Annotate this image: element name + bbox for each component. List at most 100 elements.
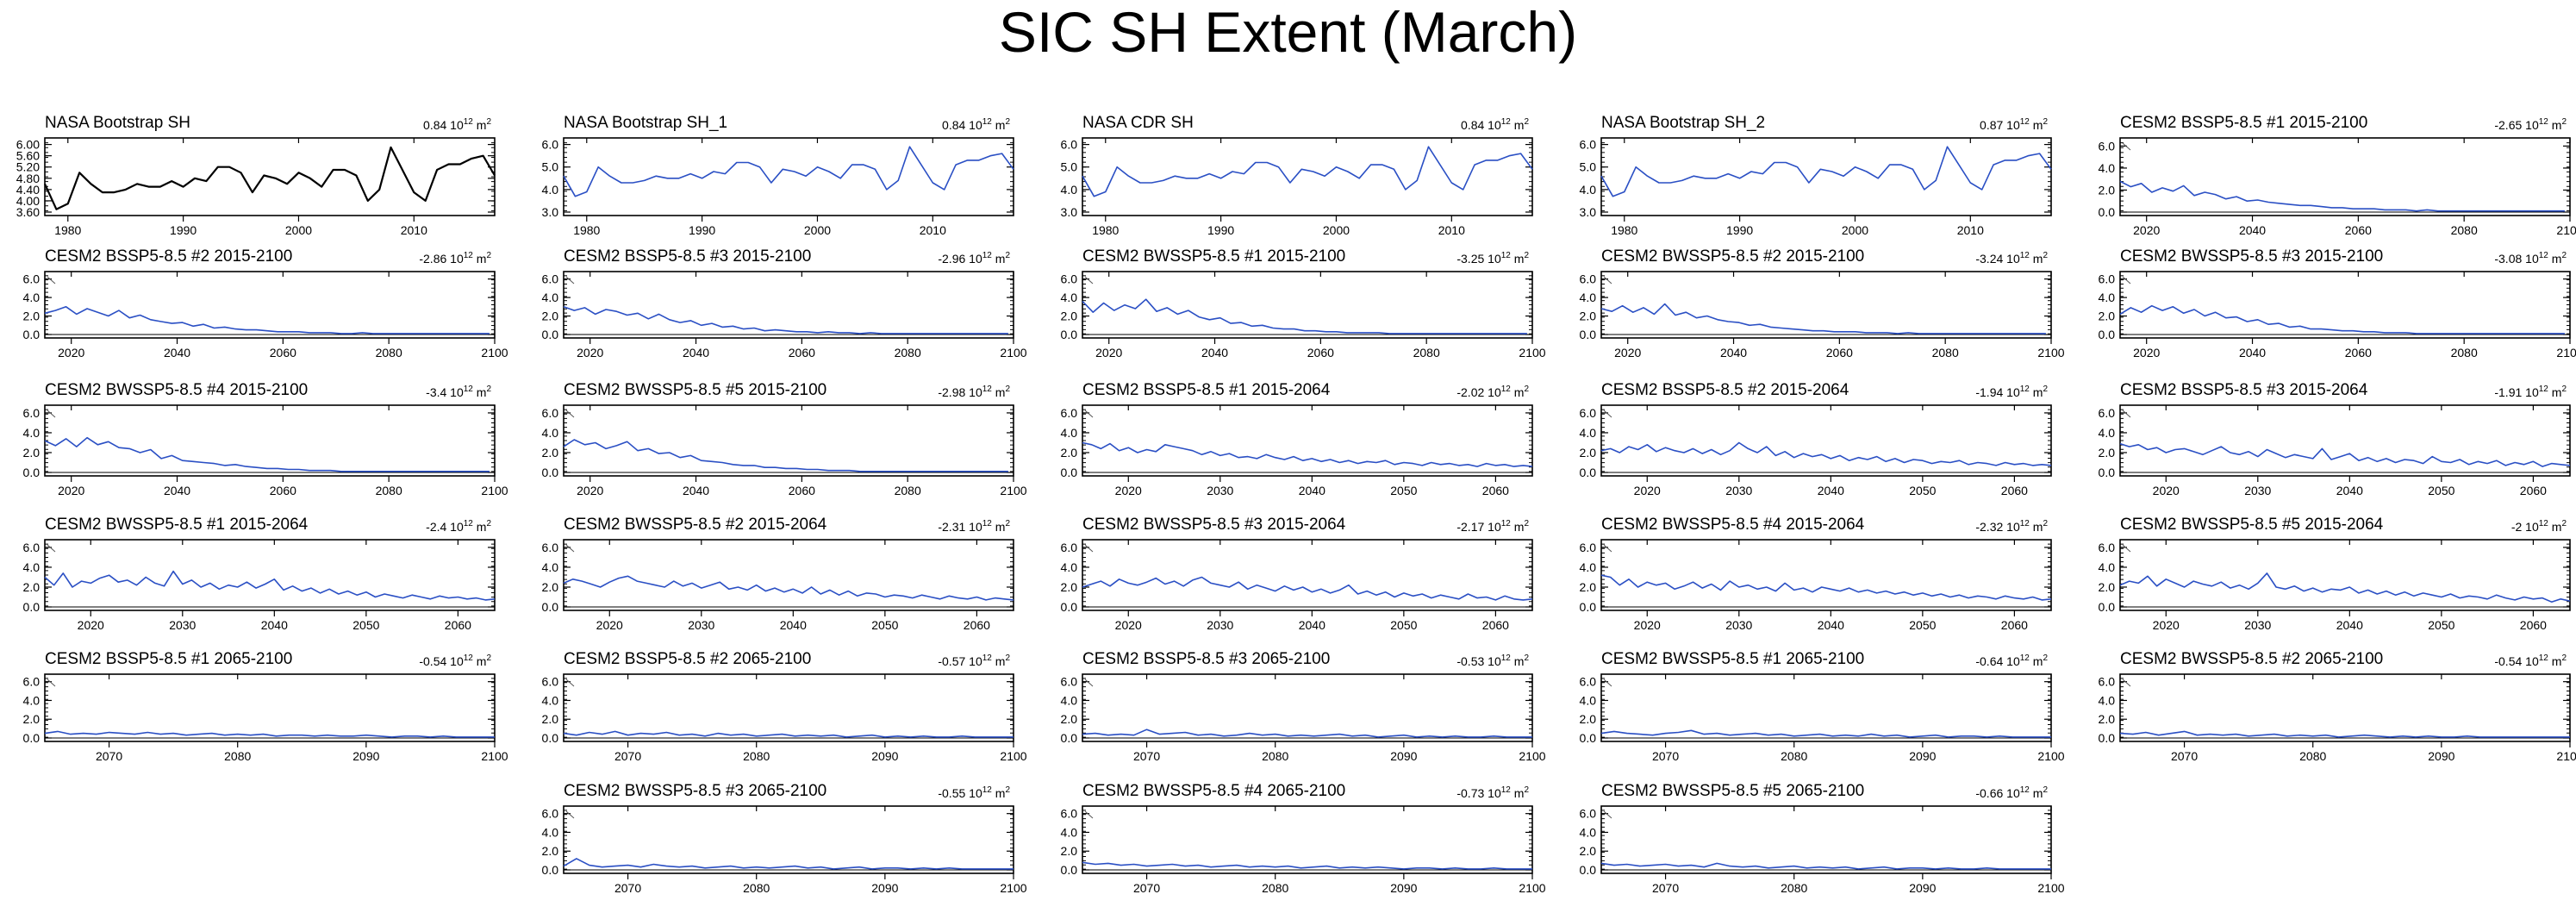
x-tick-label: 2090	[871, 881, 898, 895]
x-tick-label: 2100	[2556, 749, 2576, 763]
trend-m: m	[2548, 385, 2562, 399]
series-line	[44, 436, 490, 472]
trend-exp: 12	[982, 385, 993, 394]
x-tick-label: 2060	[1826, 346, 1853, 360]
x-tick-label: 2080	[1262, 749, 1288, 763]
trend-m: m	[2548, 520, 2562, 534]
y-tick-label: 6.0	[2099, 406, 2116, 420]
x-tick-label: 2020	[1115, 618, 1142, 632]
x-tick-label: 2060	[789, 484, 815, 497]
series-line	[1082, 576, 1533, 601]
series-line	[1082, 729, 1532, 738]
x-tick-label: 2040	[2336, 618, 2363, 632]
y-tick-label: 6.0	[542, 406, 559, 420]
x-tick-label: 1990	[1207, 223, 1234, 237]
trend-m: m	[992, 252, 1006, 266]
plot-frame	[563, 673, 1014, 742]
x-tick-label: 2090	[1390, 881, 1417, 895]
plot-frame	[563, 805, 1014, 874]
trend-sq: 2	[2561, 519, 2567, 528]
trend-unit: 10	[969, 520, 982, 534]
x-tick-label: 2040	[2336, 484, 2363, 497]
panel-trend: -3.24 1012 m2	[1975, 251, 2048, 266]
y-tick-label: 2.0	[2099, 446, 2116, 460]
trend-m: m	[473, 252, 487, 266]
corner-mark	[1084, 810, 1094, 819]
trend-m: m	[992, 654, 1006, 668]
panel-obs-2	[563, 137, 1014, 222]
panel-r3c3	[1082, 404, 1533, 482]
x-tick-label: 2030	[1207, 484, 1233, 497]
trend-value: -1.91	[2494, 385, 2525, 399]
x-tick-label: 2020	[78, 618, 104, 632]
y-tick-label: 4.0	[1580, 426, 1597, 440]
y-tick-label: 4.0	[1061, 426, 1078, 440]
trend-value: -0.55	[938, 786, 969, 800]
y-tick-label: 4.0	[542, 693, 559, 707]
x-tick-label: 2050	[871, 618, 898, 632]
panel-title: CESM2 BWSSP5-8.5 #4 2015-2100	[45, 381, 308, 399]
panel-r3c5	[2119, 404, 2571, 482]
y-tick-label: 6.0	[1580, 406, 1597, 420]
y-tick-label: 6.0	[542, 138, 559, 152]
series-line	[2119, 180, 2565, 212]
plot-frame	[44, 539, 496, 611]
y-tick-label: 2.0	[542, 310, 559, 323]
trend-sq: 2	[2043, 385, 2048, 394]
y-tick-label: 0.0	[542, 863, 559, 877]
y-tick-label: 4.00	[16, 194, 40, 208]
y-tick-label: 4.0	[1061, 291, 1078, 304]
y-tick-label: 2.0	[542, 580, 559, 594]
y-tick-label: 4.0	[542, 426, 559, 440]
y-tick-label: 0.0	[1580, 600, 1597, 614]
panel-title: CESM2 BWSSP5-8.5 #2 2015-2064	[564, 516, 827, 534]
trend-unit: 10	[2006, 520, 2020, 534]
x-tick-label: 2080	[1781, 881, 1807, 895]
trend-m: m	[1511, 520, 1525, 534]
trend-sq: 2	[486, 251, 491, 260]
corner-mark	[1084, 410, 1094, 418]
trend-sq: 2	[2561, 117, 2567, 127]
panel-trend: -0.66 1012 m2	[1975, 785, 2048, 800]
trend-sq: 2	[1524, 251, 1529, 260]
panel-title: CESM2 BWSSP5-8.5 #5 2015-2100	[564, 381, 826, 399]
trend-unit: 10	[1488, 252, 1501, 266]
x-tick-label: 2020	[1115, 484, 1142, 497]
x-tick-label: 2100	[2556, 223, 2576, 237]
y-tick-label: 2.0	[2099, 183, 2116, 197]
trend-value: -2.31	[938, 520, 969, 534]
panel-title: CESM2 BWSSP5-8.5 #4 2065-2100	[1082, 782, 1345, 800]
trend-unit: 10	[450, 654, 464, 668]
x-tick-label: 2020	[2153, 484, 2180, 497]
trend-exp: 12	[982, 519, 993, 528]
y-tick-label: 6.0	[2099, 541, 2116, 554]
y-tick-label: 5.0	[1580, 160, 1597, 174]
trend-m: m	[992, 118, 1006, 132]
panel-title: CESM2 BSSP5-8.5 #3 2015-2100	[564, 247, 811, 266]
y-tick-label: 3.60	[16, 205, 40, 219]
trend-value: 0.84	[1461, 118, 1488, 132]
corner-mark	[1603, 276, 1612, 285]
x-tick-label: 2040	[1818, 618, 1844, 632]
trend-exp: 12	[464, 519, 474, 528]
corner-mark	[1603, 810, 1612, 819]
y-tick-label: 6.0	[1061, 272, 1078, 286]
trend-unit: 10	[2525, 520, 2539, 534]
panel-trend: -0.57 1012 m2	[938, 653, 1010, 668]
panel-title: CESM2 BWSSP5-8.5 #5 2015-2064	[2120, 516, 2384, 534]
panel-r2c3	[1082, 271, 1533, 344]
panel-trend: -2.86 1012 m2	[419, 251, 491, 266]
series-line	[2119, 730, 2570, 738]
y-tick-label: 4.0	[23, 693, 41, 707]
plot-frame	[1600, 539, 2052, 611]
y-tick-label: 6.0	[1061, 406, 1078, 420]
corner-mark	[1084, 544, 1094, 553]
trend-unit: 10	[2525, 385, 2539, 399]
x-tick-label: 2020	[1634, 618, 1661, 632]
trend-value: -0.54	[419, 654, 450, 668]
page-title: SIC SH Extent (March)	[998, 0, 1578, 64]
corner-mark	[2122, 410, 2131, 418]
corner-mark	[1603, 544, 1612, 553]
panel-title: CESM2 BWSSP5-8.5 #3 2065-2100	[564, 782, 826, 800]
